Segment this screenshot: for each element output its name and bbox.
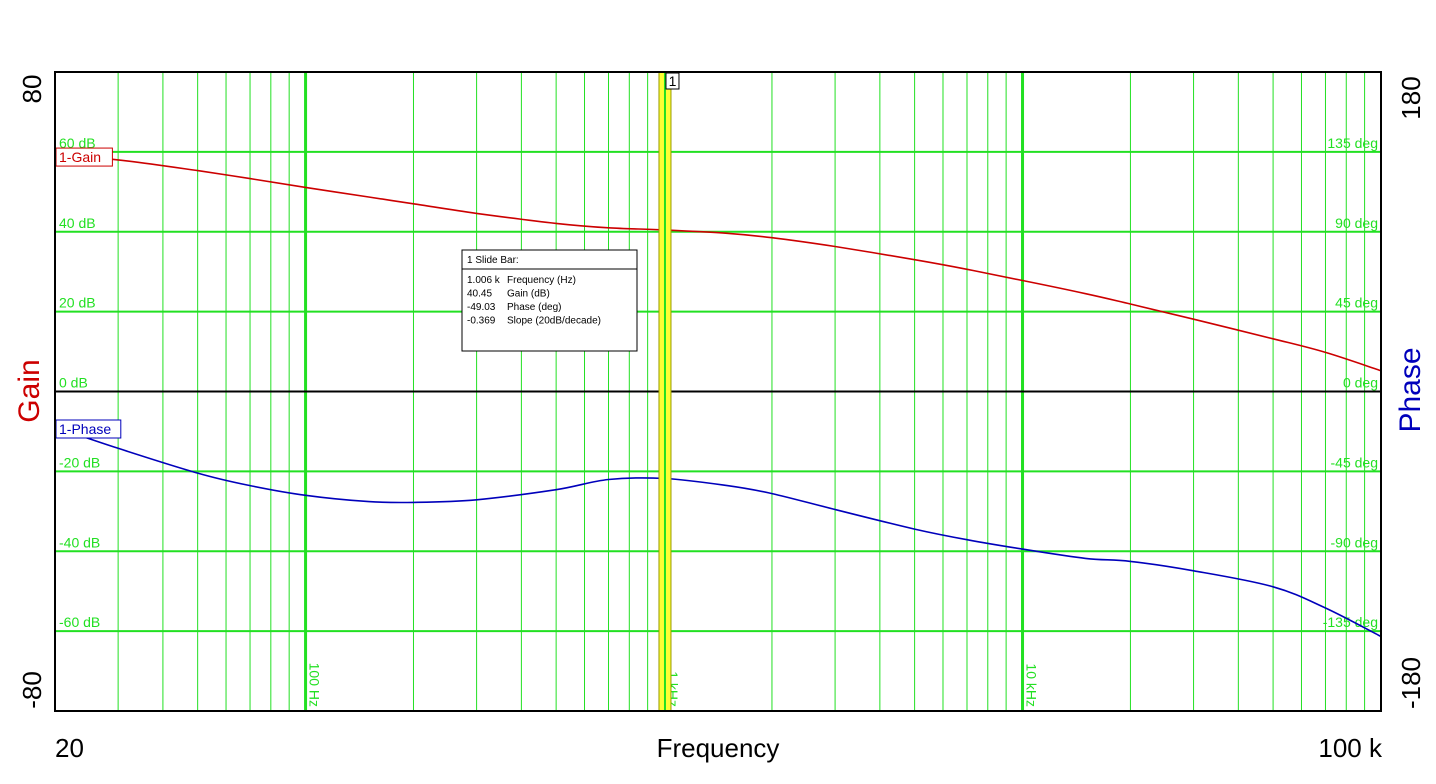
y-left-tick-label: 40 dB bbox=[59, 215, 96, 231]
y-left-max-label: 80 bbox=[17, 75, 47, 104]
phase-series-line bbox=[54, 426, 1382, 638]
readout-label: Slope (20dB/decade) bbox=[507, 316, 601, 327]
readout-value: 1.006 k bbox=[467, 275, 501, 286]
y-right-tick-label: -45 deg bbox=[1331, 454, 1378, 470]
y-right-tick-label: 90 deg bbox=[1335, 215, 1378, 231]
y-right-tick-label: 0 deg bbox=[1343, 375, 1378, 391]
frequency-decade-label: 10 kHz bbox=[1024, 663, 1040, 707]
y-right-axis-title: Phase bbox=[1394, 347, 1427, 432]
x-max-label: 100 k bbox=[1318, 733, 1383, 763]
series-tag-label: 1-Phase bbox=[59, 421, 111, 437]
y-right-tick-label: 135 deg bbox=[1327, 135, 1378, 151]
slide-bar-readout: 1 Slide Bar: 1.006 k Frequency (Hz) 40.45 Ga… bbox=[461, 249, 638, 352]
readout-value: 40.45 bbox=[467, 289, 492, 300]
grid bbox=[55, 72, 1381, 711]
y-left-min-label: -80 bbox=[17, 671, 47, 709]
slide-bar-marker-label: 1 bbox=[669, 73, 677, 89]
y-right-tick-label: -135 deg bbox=[1323, 614, 1378, 630]
x-axis-title: Frequency bbox=[657, 733, 780, 763]
y-left-tick-label: -60 dB bbox=[59, 614, 100, 630]
tick-labels: 60 dB 135 deg 40 dB 90 deg 20 dB 45 deg 0 dB 0 … bbox=[59, 135, 1378, 707]
y-left-tick-label: 0 dB bbox=[59, 375, 88, 391]
series-tag-label: 1-Gain bbox=[59, 149, 101, 165]
readout-label: Gain (dB) bbox=[507, 289, 550, 300]
plot-frame bbox=[54, 71, 1382, 712]
series-lines: 1-Gain 1-Phase bbox=[54, 147, 1382, 638]
readout-label: Frequency (Hz) bbox=[507, 275, 576, 286]
x-min-label: 20 bbox=[55, 733, 84, 763]
gain-series-line bbox=[54, 154, 1382, 372]
readout-value: -49.03 bbox=[467, 302, 496, 313]
y-left-tick-label: 60 dB bbox=[59, 135, 96, 151]
y-right-max-label: 180 bbox=[1396, 76, 1426, 119]
readout-title: 1 Slide Bar: bbox=[467, 255, 519, 266]
readout-box bbox=[461, 249, 638, 352]
y-left-tick-label: 20 dB bbox=[59, 295, 96, 311]
y-left-tick-label: -40 dB bbox=[59, 534, 100, 550]
readout-label: Phase (deg) bbox=[507, 302, 561, 313]
readout-value: -0.369 bbox=[467, 316, 496, 327]
y-left-axis-title: Gain bbox=[13, 359, 46, 422]
frequency-decade-label: 100 Hz bbox=[307, 663, 323, 707]
y-right-min-label: -180 bbox=[1396, 657, 1426, 709]
y-right-tick-label: -90 deg bbox=[1331, 534, 1378, 550]
y-left-tick-label: -20 dB bbox=[59, 454, 100, 470]
y-right-tick-label: 45 deg bbox=[1335, 295, 1378, 311]
slide-bar[interactable]: 1 bbox=[658, 72, 680, 711]
